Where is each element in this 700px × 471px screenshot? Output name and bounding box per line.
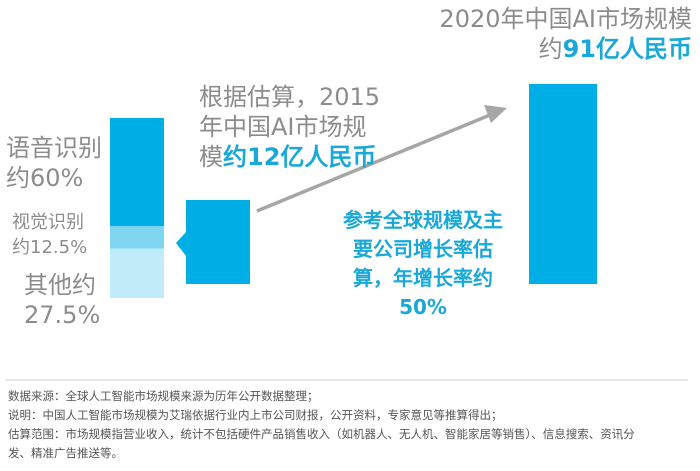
label-2015-prefix: 模 — [199, 143, 223, 171]
growth-line3: 算，年增长率约 — [353, 266, 493, 290]
composition-segment-speech — [110, 118, 164, 226]
label-speech-line1: 语音识别 — [6, 134, 102, 162]
label-speech-line2: 约60% — [6, 164, 84, 192]
label-other: 其他约 27.5% — [24, 270, 100, 330]
bar-2015 — [186, 200, 250, 284]
footnote-scope-line2: 发、精准广告推送等。 — [8, 446, 123, 460]
footnote-scope-line1: 估算范围：市场规模指营业收入，统计不包括硬件产品销售收入（如机器人、无人机、智能… — [8, 427, 635, 441]
label-2015-line1: 根据估算，2015 — [199, 83, 381, 111]
label-speech: 语音识别 约60% — [6, 133, 102, 193]
growth-line1: 参考全球规模及主 — [343, 208, 503, 232]
composition-segment-vision — [110, 226, 164, 249]
composition-bar — [110, 118, 164, 298]
label-vision-line2: 约12.5% — [12, 237, 88, 258]
label-2020: 2020年中国AI市场规模 约91亿人民币 — [439, 4, 692, 64]
growth-annotation: 参考全球规模及主 要公司增长率估 算，年增长率约 50% — [303, 206, 543, 322]
label-2015: 根据估算，2015 年中国AI市场规 模约12亿人民币 — [199, 82, 380, 172]
footnote-explain: 说明：中国人工智能市场规模为艾瑞依据行业内上市公司财报，公开资料，专家意见等推算… — [8, 408, 503, 422]
bracket-pointer — [176, 232, 186, 256]
label-other-line2: 27.5% — [24, 301, 101, 329]
label-vision-line1: 视觉识别 — [12, 212, 84, 233]
label-2015-line2: 年中国AI市场规 — [199, 113, 367, 141]
growth-line4: 50% — [399, 295, 447, 319]
growth-arrow — [256, 105, 507, 213]
label-2015-value: 约12亿人民币 — [223, 143, 377, 171]
label-2020-line1: 2020年中国AI市场规模 — [439, 5, 692, 33]
composition-segment-other — [110, 248, 164, 298]
footnotes: 数据来源：全球人工智能市场规模来源为历年公开数据整理； 说明：中国人工智能市场规… — [8, 387, 688, 463]
label-2020-prefix: 约 — [538, 35, 563, 63]
label-2020-value: 91亿人民币 — [562, 35, 692, 63]
label-other-line1: 其他约 — [24, 271, 96, 299]
bar-2020 — [529, 84, 597, 284]
footnote-source: 数据来源：全球人工智能市场规模来源为历年公开数据整理； — [8, 389, 319, 403]
label-vision: 视觉识别 约12.5% — [12, 210, 87, 260]
growth-line2: 要公司增长率估 — [353, 237, 493, 261]
